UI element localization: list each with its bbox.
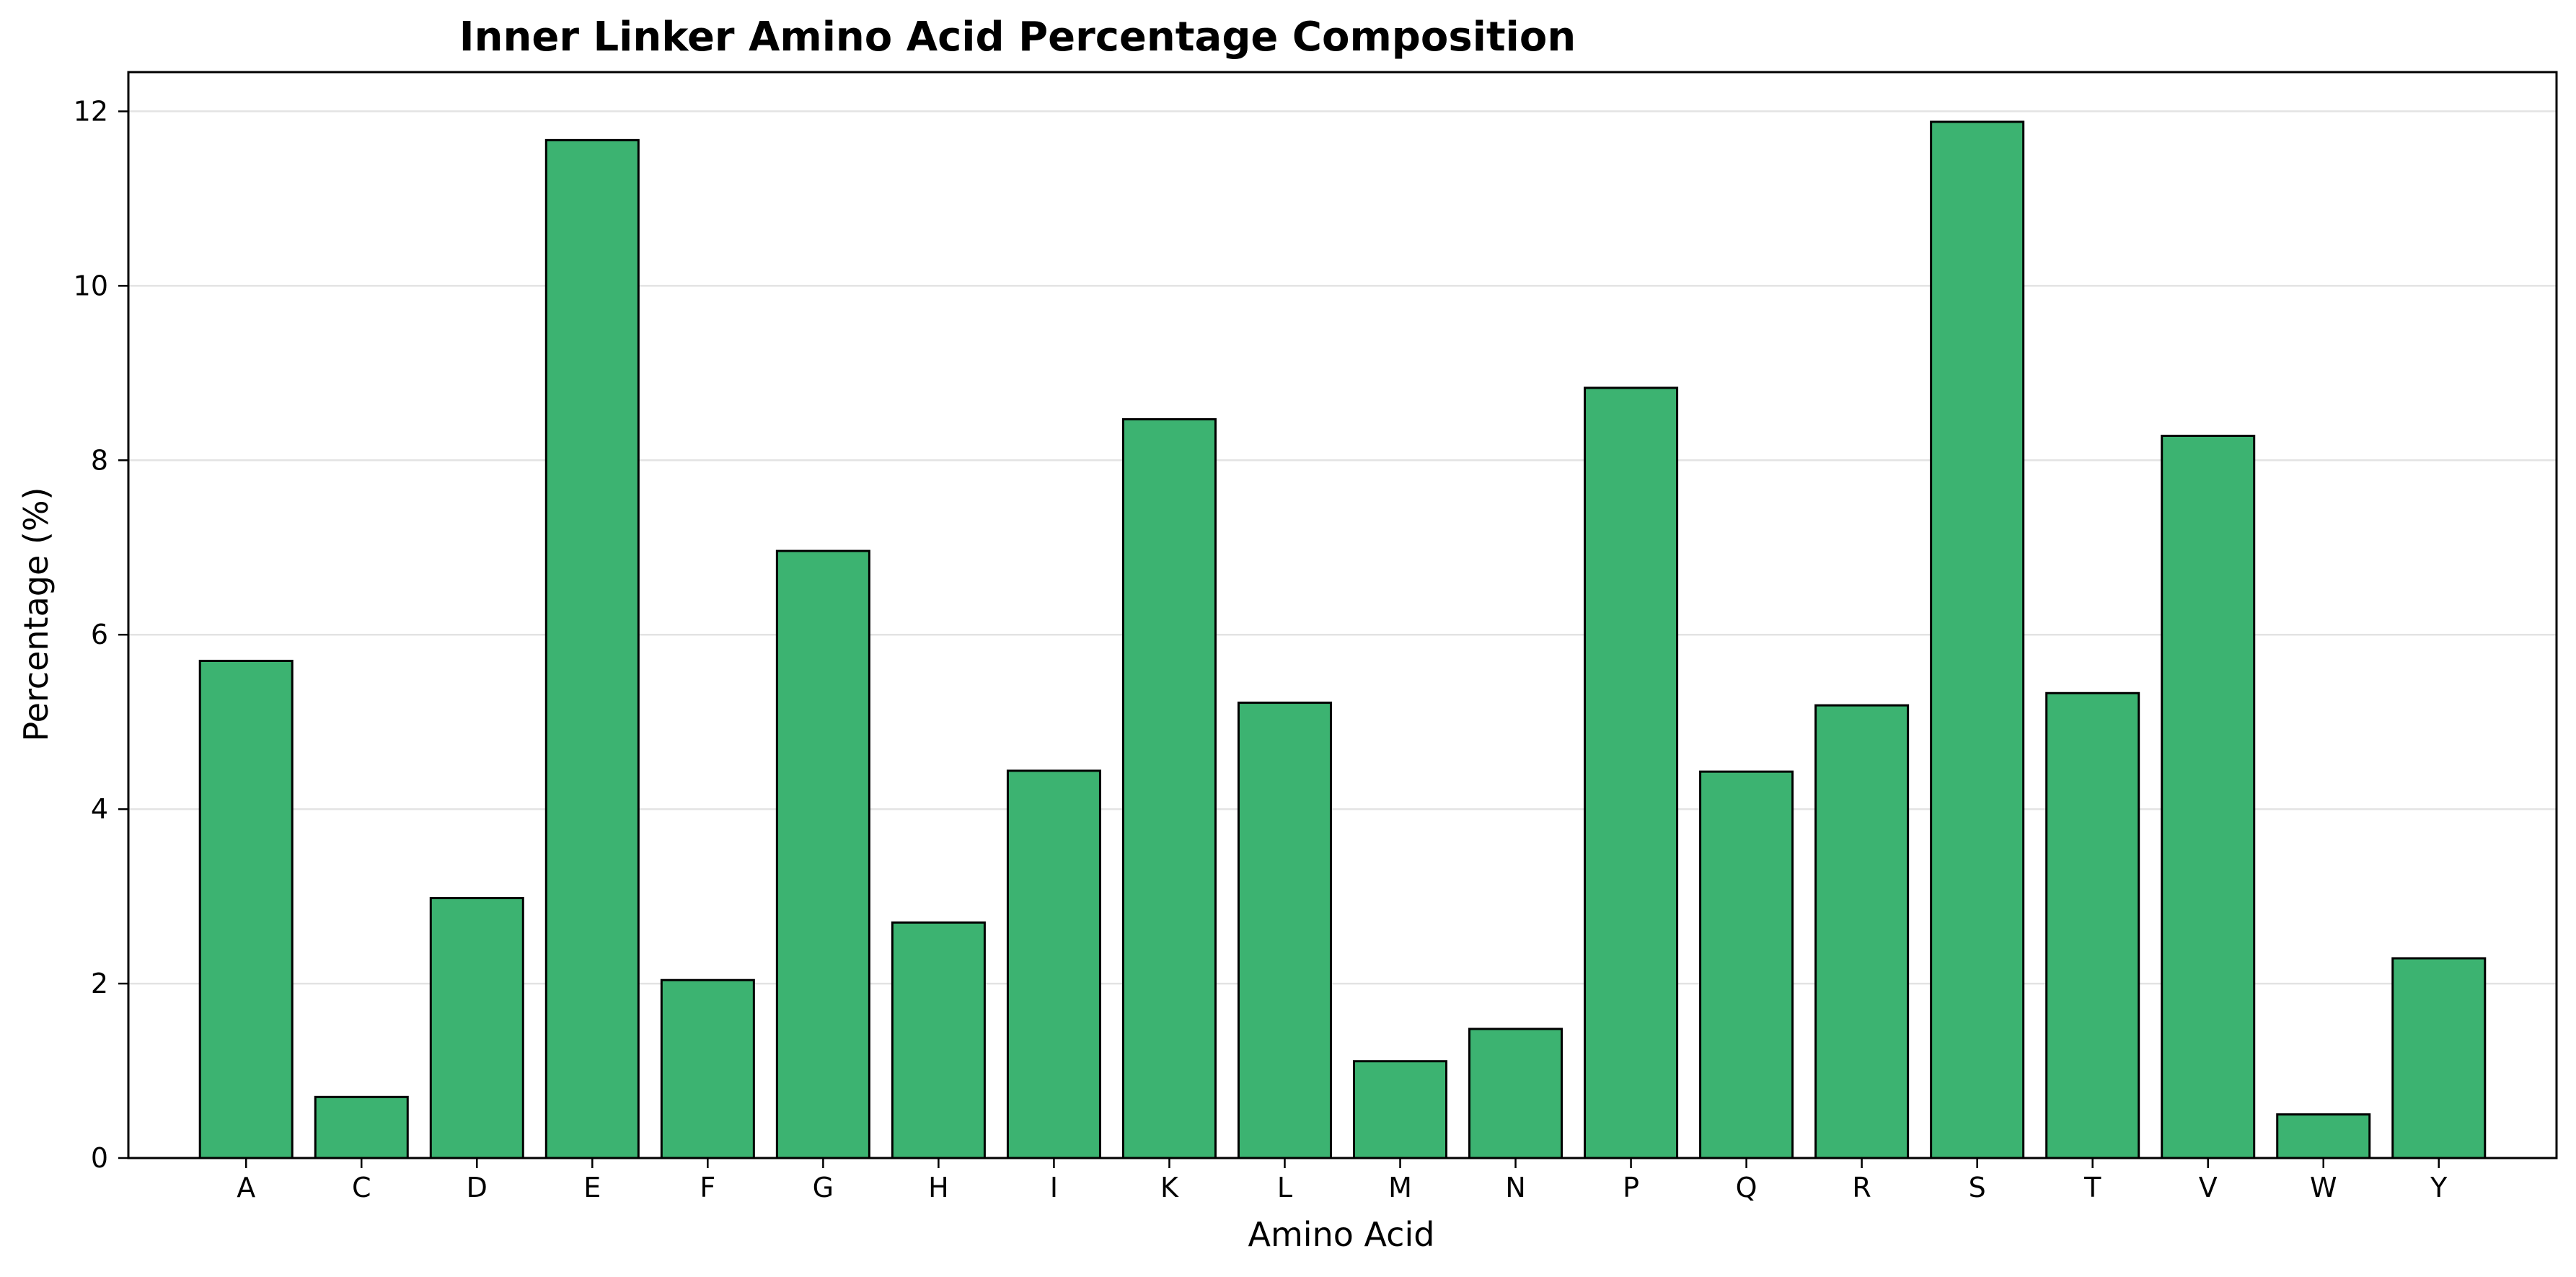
y-tick-label: 10 — [74, 270, 108, 301]
x-tick-label: G — [813, 1172, 834, 1203]
bar-P — [1584, 386, 1679, 1159]
bars — [198, 120, 2487, 1159]
x-tick-label: V — [2199, 1172, 2218, 1203]
bar-H — [891, 921, 986, 1159]
y-tick-label: 8 — [91, 444, 108, 476]
x-tick-label: K — [1160, 1172, 1179, 1203]
x-tick-label: T — [2083, 1172, 2101, 1203]
bar-T — [2045, 691, 2140, 1159]
x-axis-label: Amino Acid — [1248, 1215, 1435, 1254]
bar-F — [660, 978, 755, 1159]
x-tick-label: W — [2310, 1172, 2337, 1203]
bar-V — [2161, 434, 2256, 1159]
x-tick-label: C — [352, 1172, 371, 1203]
bar-D — [429, 897, 524, 1159]
bar-N — [1468, 1028, 1563, 1159]
bar-R — [1814, 704, 1910, 1159]
bar-Y — [2391, 957, 2487, 1159]
y-axis: 0 2 4 6 8 10 12 — [74, 95, 128, 1174]
x-tick-label: H — [928, 1172, 949, 1203]
x-tick-label: S — [1969, 1172, 1986, 1203]
x-tick-label: P — [1623, 1172, 1639, 1203]
x-tick-label: L — [1277, 1172, 1292, 1203]
y-axis-label: Percentage (%) — [17, 487, 56, 742]
x-tick-label: F — [700, 1172, 715, 1203]
x-tick-label: R — [1852, 1172, 1871, 1203]
bar-L — [1237, 702, 1332, 1159]
bar-W — [2276, 1113, 2371, 1159]
x-tick-label: I — [1050, 1172, 1058, 1203]
y-tick-label: 0 — [91, 1142, 108, 1174]
bar-C — [314, 1095, 409, 1159]
y-tick-label: 12 — [74, 95, 108, 127]
x-tick-label: D — [467, 1172, 488, 1203]
bar-I — [1006, 769, 1101, 1159]
y-tick-label: 2 — [91, 968, 108, 999]
bar-A — [198, 660, 294, 1159]
bar-S — [1930, 120, 2025, 1159]
x-tick-label: Q — [1736, 1172, 1757, 1203]
bar-G — [775, 549, 870, 1159]
y-tick-label: 4 — [91, 793, 108, 825]
x-tick-label: N — [1505, 1172, 1525, 1203]
plot-frame — [127, 71, 2558, 1159]
bar-K — [1121, 417, 1217, 1159]
y-tick-label: 6 — [91, 619, 108, 650]
bar-E — [544, 138, 640, 1159]
chart-title: Inner Linker Amino Acid Percentage Compo… — [459, 14, 1576, 61]
grid-lines — [128, 110, 2557, 985]
x-tick-label: Y — [2430, 1172, 2448, 1203]
bar-M — [1353, 1060, 1448, 1159]
x-tick-label: A — [237, 1172, 255, 1203]
x-tick-label: M — [1388, 1172, 1412, 1203]
bar-Q — [1699, 770, 1794, 1159]
x-tick-label: E — [583, 1172, 601, 1203]
